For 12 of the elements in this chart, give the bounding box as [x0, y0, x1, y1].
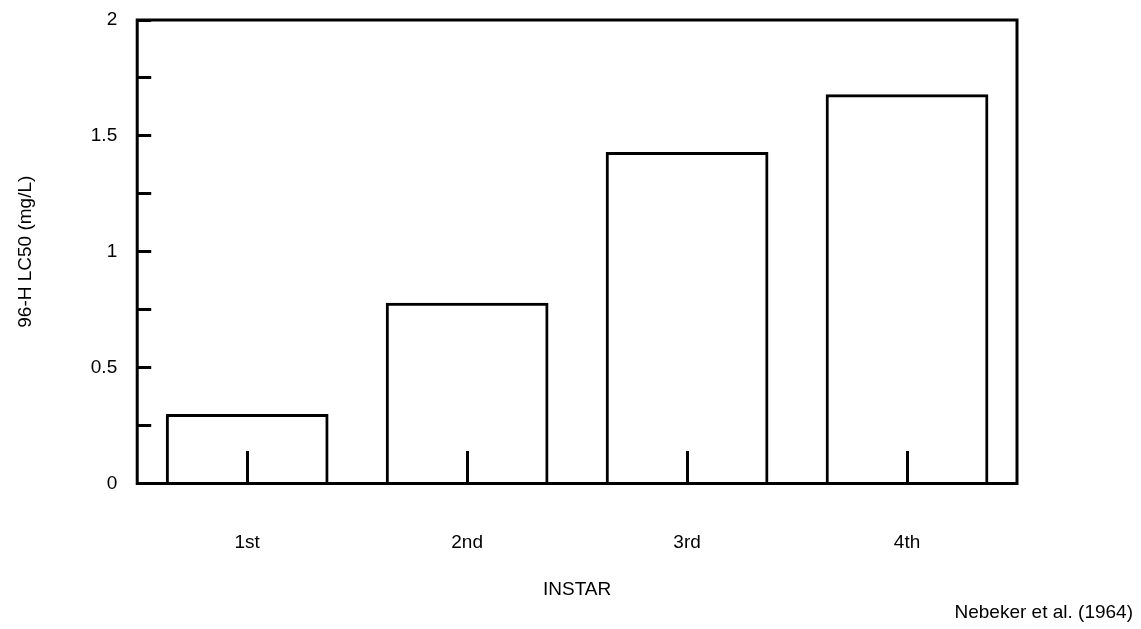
y-tick-label: 1.5: [90, 124, 118, 146]
x-tick-label: 2nd: [451, 531, 483, 553]
x-tick-label: 4th: [893, 531, 921, 553]
x-tick-label: 3rd: [673, 531, 701, 553]
y-tick-label: 2: [106, 8, 118, 30]
text: Nebeker et al. (1964): [954, 601, 1133, 623]
x-tick-label: 1st: [234, 531, 261, 553]
y-axis-title: 96-H LC50 (mg/L): [13, 175, 35, 328]
y-tick-label: 1: [106, 239, 118, 261]
y-tick-label: 0.5: [90, 355, 118, 377]
y-tick-label: 0: [106, 471, 118, 493]
x-axis-title: INSTAR: [542, 577, 612, 599]
